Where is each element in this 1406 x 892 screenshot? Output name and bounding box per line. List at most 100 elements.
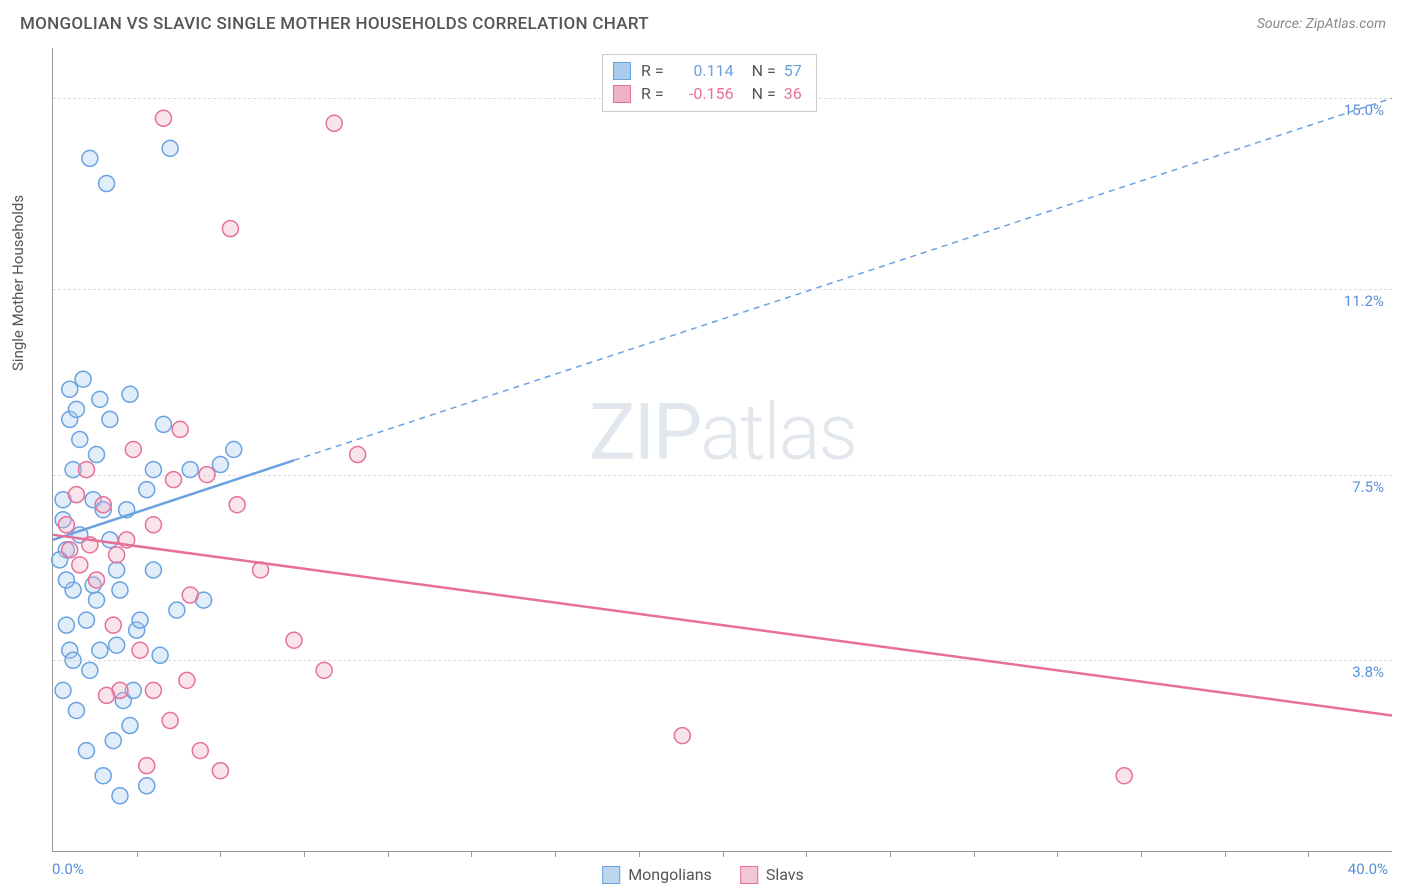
n-label: N = <box>752 59 776 82</box>
data-point <box>166 472 182 488</box>
data-point <box>78 743 94 759</box>
data-point <box>155 110 171 126</box>
data-point <box>89 447 105 463</box>
data-point <box>58 572 74 588</box>
x-tick <box>890 851 891 857</box>
r-label: R = <box>641 59 664 82</box>
legend-row: R =-0.156N =36 <box>613 82 802 105</box>
x-tick <box>304 851 305 857</box>
data-point <box>92 391 108 407</box>
n-value: 36 <box>784 82 802 105</box>
data-point <box>169 602 185 618</box>
data-point <box>95 768 111 784</box>
data-point <box>212 763 228 779</box>
series-legend: Mongolians Slavs <box>602 865 804 884</box>
data-point <box>82 150 98 166</box>
source-label: Source: ZipAtlas.com <box>1257 16 1386 32</box>
data-point <box>179 672 195 688</box>
data-point <box>62 381 78 397</box>
data-point <box>92 642 108 658</box>
data-point <box>152 647 168 663</box>
x-tick <box>555 851 556 857</box>
data-point <box>82 662 98 678</box>
data-point <box>105 733 121 749</box>
data-point <box>78 612 94 628</box>
legend-row: R = 0.114 N = 57 <box>613 59 802 82</box>
x-tick <box>388 851 389 857</box>
x-tick <box>639 851 640 857</box>
data-point <box>102 532 118 548</box>
y-tick-label: 7.5% <box>1352 478 1384 496</box>
data-point <box>72 431 88 447</box>
data-point <box>226 442 242 458</box>
x-tick <box>471 851 472 857</box>
data-point <box>89 592 105 608</box>
data-point <box>68 401 84 417</box>
data-point <box>75 371 91 387</box>
y-tick-label: 15.0% <box>1344 101 1384 119</box>
legend-swatch <box>602 866 620 884</box>
x-tick <box>974 851 975 857</box>
x-min-label: 0.0% <box>52 860 84 878</box>
data-point <box>72 557 88 573</box>
data-point <box>132 642 148 658</box>
x-tick <box>806 851 807 857</box>
trend-line <box>53 535 1392 716</box>
data-point <box>125 442 141 458</box>
data-point <box>58 617 74 633</box>
data-point <box>326 115 342 131</box>
chart-title: MONGOLIAN VS SLAVIC SINGLE MOTHER HOUSEH… <box>20 14 649 34</box>
data-point <box>145 562 161 578</box>
legend-label: Mongolians <box>628 865 712 884</box>
n-value: 57 <box>784 59 802 82</box>
y-tick-label: 11.2% <box>1344 292 1384 310</box>
data-point <box>229 497 245 513</box>
data-point <box>192 743 208 759</box>
r-value: -0.156 <box>672 82 734 105</box>
x-tick <box>1308 851 1309 857</box>
data-point <box>102 411 118 427</box>
data-point <box>199 467 215 483</box>
data-point <box>182 587 198 603</box>
data-point <box>145 462 161 478</box>
legend-swatch <box>740 866 758 884</box>
data-point <box>1116 768 1132 784</box>
y-axis-label: Single Mother Households <box>9 195 27 371</box>
data-point <box>122 386 138 402</box>
trend-line-dashed <box>294 98 1392 460</box>
legend-item: Mongolians <box>602 865 712 884</box>
data-point <box>95 497 111 513</box>
correlation-legend: R = 0.114 N = 57R =-0.156N =36 <box>602 54 817 112</box>
data-point <box>139 758 155 774</box>
data-point <box>62 542 78 558</box>
data-point <box>68 487 84 503</box>
data-point <box>105 617 121 633</box>
data-point <box>162 713 178 729</box>
data-point <box>286 632 302 648</box>
x-tick <box>723 851 724 857</box>
r-value: 0.114 <box>672 59 734 82</box>
data-point <box>222 221 238 237</box>
data-point <box>112 582 128 598</box>
data-point <box>109 637 125 653</box>
data-point <box>99 176 115 192</box>
data-point <box>68 702 84 718</box>
data-point <box>109 547 125 563</box>
plot-area: ZIPatlas R =0.114N =57R =-0.156N =36 3.8… <box>52 48 1392 852</box>
data-point <box>78 462 94 478</box>
legend-swatch <box>613 85 631 103</box>
data-point <box>109 562 125 578</box>
data-point <box>674 728 690 744</box>
legend-label: Slavs <box>766 865 804 884</box>
data-point <box>132 612 148 628</box>
data-point <box>55 682 71 698</box>
data-point <box>89 572 105 588</box>
x-tick <box>220 851 221 857</box>
data-point <box>139 482 155 498</box>
data-point <box>350 447 366 463</box>
data-point <box>212 457 228 473</box>
x-tick <box>1225 851 1226 857</box>
legend-swatch <box>613 62 631 80</box>
data-point <box>65 652 81 668</box>
data-point <box>162 140 178 156</box>
